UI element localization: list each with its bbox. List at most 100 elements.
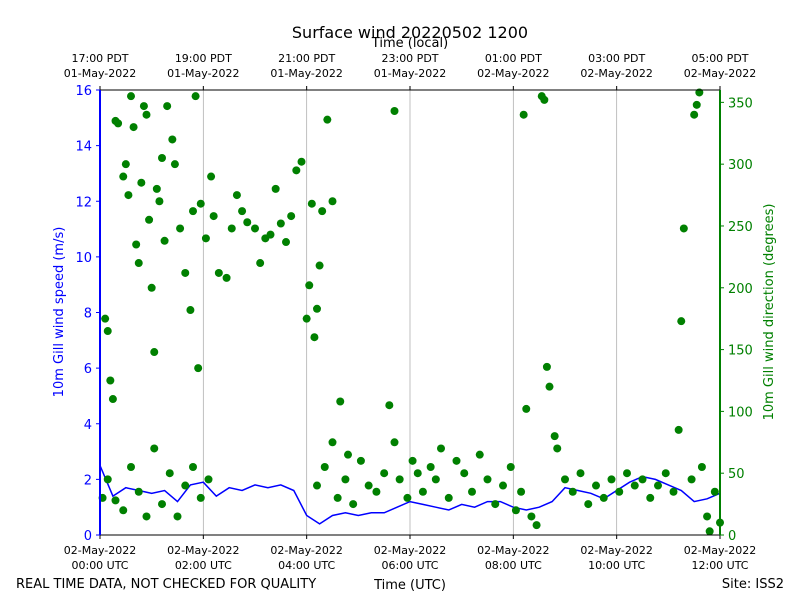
direction-point (452, 456, 461, 465)
x-tick-label-bottom-time: 00:00 UTC (71, 559, 128, 572)
direction-point (147, 283, 156, 292)
direction-point (307, 199, 316, 208)
y-tick-label-left: 8 (84, 307, 92, 322)
direction-point (170, 160, 179, 169)
direction-point (323, 115, 332, 124)
direction-point (101, 314, 110, 323)
direction-point (305, 281, 314, 290)
direction-point (372, 487, 381, 496)
direction-point (437, 444, 445, 453)
series-wind-direction (98, 88, 724, 536)
y-tick-label-right: 350 (728, 96, 753, 111)
direction-point (134, 259, 143, 268)
direction-point (333, 493, 342, 502)
site-label: Site: ISS2 (722, 577, 784, 592)
x-tick-label-top-time: 01:00 PDT (485, 52, 542, 65)
x-tick-label-bottom-time: 04:00 UTC (278, 559, 335, 572)
direction-point (121, 160, 130, 169)
axes-layer: 02-May-2022 00:00 UTC 02-May-2022 02:00 UTC… (64, 52, 756, 572)
direction-point (176, 224, 185, 233)
direction-point (697, 463, 706, 472)
direction-point (158, 153, 166, 162)
direction-point (390, 438, 399, 447)
direction-point (710, 487, 719, 496)
direction-point (168, 135, 177, 144)
direction-point (201, 234, 210, 243)
direction-point (584, 500, 593, 509)
x-tick-label-top-date: 02-May-2022 (684, 67, 756, 80)
direction-point (276, 219, 285, 228)
x-tick-label-bottom-date: 02-May-2022 (477, 544, 549, 557)
x-tick-label-top-time: 21:00 PDT (278, 52, 335, 65)
direction-point (232, 191, 241, 200)
x-tick-label-top-time: 05:00 PDT (691, 52, 748, 65)
direction-point (380, 469, 389, 478)
direction-point (165, 469, 174, 478)
direction-point (550, 432, 559, 441)
direction-point (256, 259, 265, 268)
direction-point (266, 230, 275, 239)
direction-point (483, 475, 492, 484)
x-tick-label-bottom-time: 10:00 UTC (588, 559, 645, 572)
direction-point (287, 212, 296, 221)
y-tick-label-right: 150 (728, 344, 753, 359)
direction-point (186, 306, 195, 315)
direction-point (189, 463, 197, 472)
direction-point (127, 92, 135, 101)
direction-point (238, 207, 247, 216)
direction-point (674, 425, 683, 434)
direction-point (320, 463, 329, 472)
direction-point (119, 172, 128, 181)
direction-point (475, 450, 484, 459)
direction-point (607, 475, 616, 484)
direction-point (196, 199, 205, 208)
x-tick-label-top-time: 23:00 PDT (381, 52, 438, 65)
direction-point (173, 512, 182, 521)
direction-point (499, 481, 507, 490)
direction-point (561, 475, 569, 484)
direction-point (690, 110, 699, 119)
direction-point (336, 397, 345, 406)
direction-point (282, 238, 290, 247)
direction-point (310, 333, 319, 342)
direction-point (703, 512, 712, 521)
direction-point (297, 157, 306, 166)
x-tick-label-bottom-date: 02-May-2022 (167, 544, 239, 557)
y-tick-label-right: 50 (728, 467, 745, 482)
direction-point (532, 521, 541, 530)
y-tick-label-left: 12 (75, 195, 92, 210)
direction-point (390, 107, 399, 116)
direction-point (592, 481, 600, 490)
direction-point (344, 450, 352, 459)
x-tick-label-top-time: 17:00 PDT (71, 52, 128, 65)
direction-point (553, 444, 562, 453)
x-tick-label-bottom-time: 02:00 UTC (175, 559, 232, 572)
direction-point (444, 493, 453, 502)
direction-point (527, 512, 536, 521)
direction-point (576, 469, 585, 478)
x-tick-label-bottom-date: 02-May-2022 (270, 544, 342, 557)
direction-point (669, 487, 678, 496)
direction-point (395, 475, 404, 484)
x-tick-label-bottom-date: 02-May-2022 (580, 544, 652, 557)
direction-point (646, 493, 655, 502)
direction-point (517, 487, 526, 496)
direction-point (545, 382, 554, 391)
direction-point (132, 240, 141, 249)
direction-point (209, 212, 218, 221)
x-tick-label-bottom-date: 02-May-2022 (374, 544, 446, 557)
direction-point (127, 463, 135, 472)
x-tick-label-top-date: 02-May-2022 (477, 67, 549, 80)
direction-point (403, 493, 412, 502)
direction-point (630, 481, 639, 490)
direction-point (364, 481, 373, 490)
direction-point (426, 463, 435, 472)
direction-point (124, 191, 133, 200)
x-tick-label-top-date: 01-May-2022 (374, 67, 446, 80)
direction-point (251, 224, 259, 233)
x-tick-label-top-date: 02-May-2022 (580, 67, 652, 80)
y-tick-label-right: 250 (728, 220, 753, 235)
direction-point (491, 500, 500, 509)
y-tick-label-left: 0 (84, 529, 92, 544)
direction-point (542, 362, 551, 371)
